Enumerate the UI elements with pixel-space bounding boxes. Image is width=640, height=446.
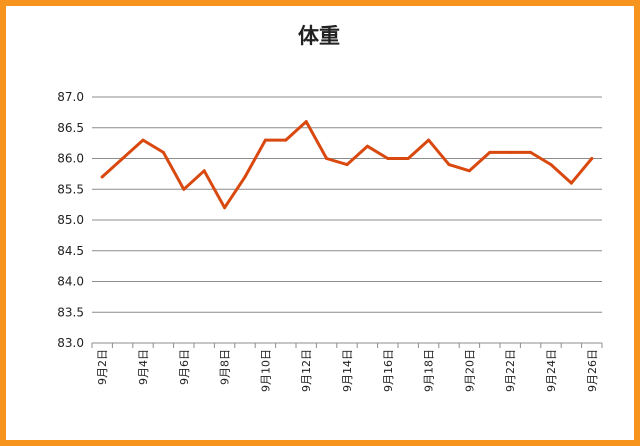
x-tick-label: 9月24日 <box>545 349 558 392</box>
x-tick-label: 9月22日 <box>504 349 517 392</box>
y-tick-label: 84.0 <box>57 275 84 289</box>
series-layer <box>100 120 594 210</box>
y-tick-label: 87.0 <box>57 90 84 104</box>
data-point <box>549 163 553 167</box>
x-tick-label: 9月12日 <box>300 349 313 392</box>
x-tick-label: 9月4日 <box>137 349 150 385</box>
data-point <box>590 157 594 160</box>
data-point <box>569 181 573 185</box>
data-point <box>100 175 104 179</box>
data-point <box>386 157 390 160</box>
y-tick-label: 85.0 <box>57 213 84 227</box>
data-point <box>467 169 471 173</box>
y-tick-label: 83.0 <box>57 336 84 350</box>
data-point <box>121 157 125 160</box>
data-point <box>529 150 533 154</box>
y-tick-label: 84.5 <box>57 244 84 258</box>
data-point <box>345 163 349 167</box>
data-point <box>488 150 492 154</box>
chart-title: 体重 <box>298 24 340 48</box>
data-point <box>427 138 431 142</box>
data-point <box>304 120 308 124</box>
x-tick-label: 9月14日 <box>341 349 354 392</box>
x-tick-label: 9月20日 <box>463 349 476 392</box>
axes <box>91 342 603 348</box>
data-point <box>161 150 165 154</box>
data-point <box>406 157 410 160</box>
x-tick-label: 9月26日 <box>586 349 599 392</box>
y-tick-label: 86.0 <box>57 152 84 166</box>
data-point <box>263 138 267 142</box>
data-point <box>508 150 512 154</box>
data-point <box>447 163 451 167</box>
data-point <box>243 175 247 179</box>
y-axis-tick-labels: 83.0 83.5 84.0 84.5 85.0 85.5 86.0 86.5 87.0 <box>57 90 84 350</box>
x-tick-label: 9月6日 <box>178 349 191 385</box>
x-tick-label: 9月18日 <box>423 349 436 392</box>
data-point <box>325 157 329 160</box>
data-point <box>182 187 186 191</box>
data-point <box>284 138 288 142</box>
x-tick-label: 9月16日 <box>382 349 395 392</box>
x-tick-label: 9月10日 <box>259 349 272 392</box>
x-tick-label: 9月8日 <box>219 349 232 385</box>
data-point <box>223 206 227 210</box>
gridlines <box>92 96 602 313</box>
y-tick-label: 85.5 <box>57 182 84 196</box>
data-point <box>202 169 206 173</box>
data-point <box>141 138 145 142</box>
y-tick-label: 83.5 <box>57 305 84 319</box>
x-axis-tick-labels: 9月2日 9月4日 9月6日 9月8日 9月10日 9月12日 9月14日 9月16日 9月18… <box>96 349 599 392</box>
y-tick-label: 86.5 <box>57 121 84 135</box>
x-tick-label: 9月2日 <box>96 349 109 385</box>
data-point <box>365 144 369 148</box>
